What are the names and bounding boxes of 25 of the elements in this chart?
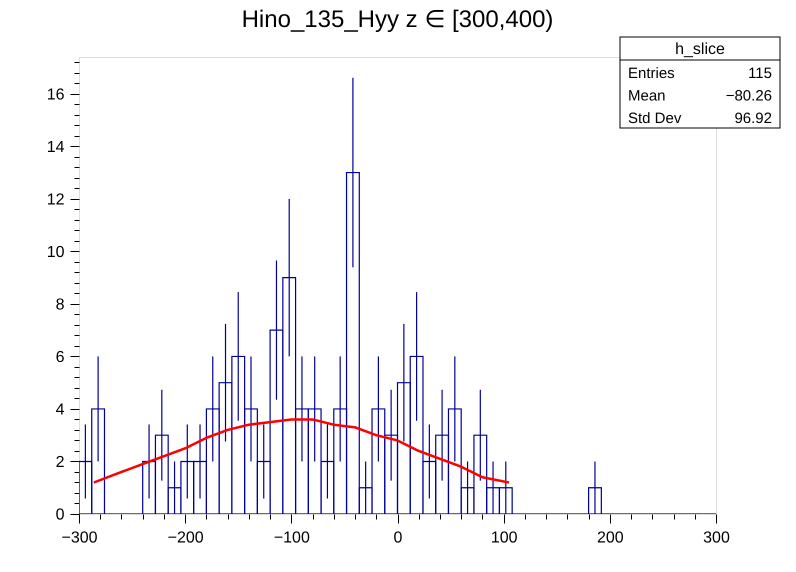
y-tick-label: 4 bbox=[56, 401, 65, 418]
y-tick-label: 12 bbox=[46, 191, 65, 208]
y-tick-label: 2 bbox=[56, 454, 65, 471]
annotation: h_slice bbox=[675, 41, 725, 58]
text: 96.92 bbox=[734, 110, 772, 127]
x-tick-label: 100 bbox=[490, 530, 518, 546]
x-tick-label: 200 bbox=[596, 530, 624, 546]
y-tick-label: 14 bbox=[46, 138, 65, 156]
x-tick-label: 0 bbox=[394, 530, 403, 546]
x-tick-label: −200 bbox=[168, 530, 204, 546]
annotation: Std Dev bbox=[628, 110, 682, 127]
y-tick-label: 6 bbox=[56, 348, 65, 366]
x-tick-label: −300 bbox=[61, 530, 98, 546]
x-tick-label: 300 bbox=[703, 530, 730, 546]
y-tick-label: 16 bbox=[46, 86, 65, 104]
text: 115 bbox=[748, 65, 772, 82]
y-tick-label: 10 bbox=[46, 244, 65, 261]
chart-title: Hino_135_Hyy z ∈ [300,400) bbox=[242, 6, 554, 33]
annotation: Mean bbox=[628, 88, 666, 104]
y-tick-label: 8 bbox=[56, 296, 65, 314]
annotation: Entries bbox=[628, 65, 675, 82]
line-series bbox=[92, 418, 510, 484]
x-tick-label: −100 bbox=[274, 530, 310, 546]
y-tick-label: 0 bbox=[56, 506, 65, 524]
text: −80.26 bbox=[726, 88, 772, 104]
